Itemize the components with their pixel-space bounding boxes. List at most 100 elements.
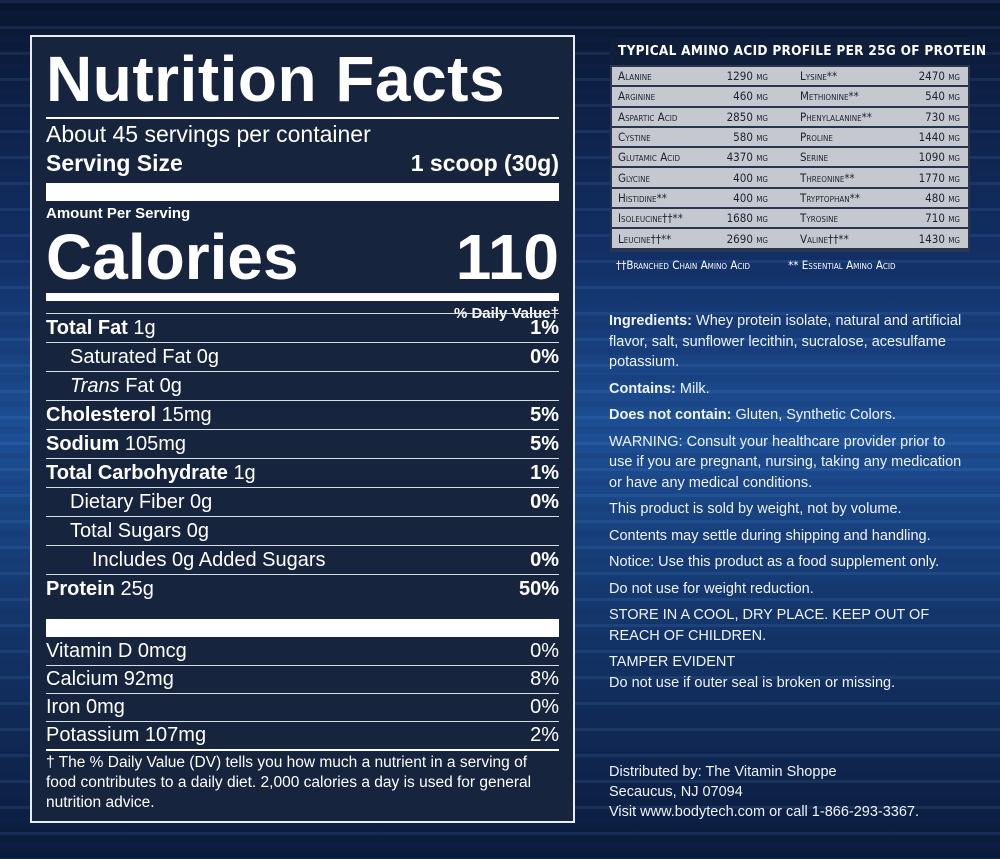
amino-row: Glutamic Acid 4370 mg Serine 1090 mg — [612, 148, 968, 167]
serving-size-label: Serving Size — [46, 150, 183, 176]
nutrient-name: Total Fat 1g — [46, 316, 156, 339]
amino-row: Histidine** 400 mg Tryptophan** 480 mg — [612, 188, 968, 208]
ingredients: Ingredients: Whey protein isolate, natur… — [609, 313, 962, 370]
amino-name: Phenylalanine** — [800, 109, 872, 124]
amino-name: Arginine — [618, 89, 656, 104]
nutrient-dv: 0% — [530, 345, 559, 368]
amino-row: Cystine 580 mg Proline 1440 mg — [612, 127, 968, 147]
amino-value: 460 mg — [733, 89, 768, 104]
nutrient-name: Includes 0g Added Sugars — [92, 548, 326, 571]
thick-divider — [46, 619, 559, 637]
amino-row: Isoleucine††** 1680 mg Tyrosine 710 mg — [612, 209, 968, 228]
nutrient-dv: 0% — [530, 490, 559, 513]
amino-value: 1440 mg — [918, 130, 960, 145]
amino-name: Histidine** — [618, 190, 667, 205]
amino-acid-profile: TYPICAL AMINO ACID PROFILE PER 25G OF PR… — [610, 37, 986, 272]
nutrient-row: Sodium 105mg 5% — [46, 429, 559, 458]
amino-name: Alanine — [618, 69, 652, 84]
nutrient-row: Trans Fat 0g — [46, 371, 559, 400]
nutrient-row: Total Fat 1g 1% — [46, 313, 559, 342]
amino-value: 400 mg — [733, 170, 768, 185]
divider — [46, 117, 559, 119]
amino-row: Aspartic Acid 2850 mg Phenylalanine** 730 m… — [612, 107, 968, 126]
nutrient-name: Dietary Fiber 0g — [70, 490, 213, 513]
amino-row: Arginine 460 mg Methionine** 540 mg — [612, 87, 968, 106]
nutrition-facts-panel: Nutrition Facts About 45 servings per co… — [30, 35, 575, 823]
nutrient-name: Sodium 105mg — [46, 432, 187, 455]
amino-row: Alanine 1290 mg Lysine** 2470 mg — [612, 67, 968, 86]
servings-per-container: About 45 servings per container — [46, 121, 371, 147]
amino-value: 710 mg — [925, 211, 960, 226]
settle-note: Contents may settle during shipping and … — [609, 527, 931, 544]
weight-reduction: Do not use for weight reduction. — [609, 580, 814, 597]
amino-name: Tryptophan** — [800, 190, 861, 205]
sold-by-weight: This product is sold by weight, not by v… — [609, 501, 902, 517]
distributor-address: Secaucus, NJ 07094 — [609, 784, 743, 800]
storage: STORE IN A COOL, DRY PLACE. KEEP OUT OF … — [609, 607, 930, 644]
amino-table: Alanine 1290 mg Lysine** 2470 mg Arginine 460… — [610, 65, 970, 252]
amino-value: 1090 mg — [918, 150, 960, 165]
nutrient-dv: 1% — [530, 461, 559, 484]
amino-value: 1680 mg — [726, 211, 768, 226]
nutrient-row: Protein 25g 50% — [46, 574, 559, 603]
amino-name: Isoleucine††** — [618, 211, 683, 226]
nutrient-dv: 5% — [530, 432, 559, 455]
vitamin-dv: 0% — [530, 639, 559, 662]
amino-value: 580 mg — [733, 130, 768, 145]
amino-value: 2690 mg — [726, 231, 768, 246]
amino-value: 730 mg — [925, 109, 960, 124]
nutrient-dv: 0% — [530, 548, 559, 571]
nutrient-name: Trans Fat 0g — [70, 374, 182, 397]
nutrient-name: Saturated Fat 0g — [70, 345, 219, 368]
amino-row: Leucine††** 2690 mg Valine††** 1430 mg — [612, 229, 968, 248]
divider — [46, 749, 559, 751]
serving-size-value: 1 scoop (30g) — [410, 150, 559, 176]
amino-name: Proline — [800, 130, 833, 145]
vitamin-dv: 0% — [530, 696, 559, 718]
thick-divider — [46, 183, 559, 201]
vitamin-row: Vitamin D 0mcg 0% — [46, 637, 559, 665]
vitamin-name: Calcium 92mg — [46, 668, 174, 690]
calories-label: Calories — [46, 221, 299, 293]
amino-name: Cystine — [618, 130, 651, 145]
amino-value: 400 mg — [733, 190, 768, 205]
contains: Contains: Milk. — [609, 380, 710, 397]
amino-row: Glycine 400 mg Threonine** 1770 mg — [612, 168, 968, 187]
amino-value: 1290 mg — [726, 69, 768, 84]
amino-name: Leucine††** — [618, 231, 672, 246]
amino-name: Glycine — [618, 170, 650, 185]
nutrition-title: Nutrition Facts — [46, 43, 506, 115]
calories: Calories 110 — [46, 221, 559, 293]
amino-name: Valine††** — [800, 231, 849, 246]
legend-essential: ** Essential Amino Acid — [788, 257, 896, 272]
does-not-contain: Does not contain: Gluten, Synthetic Colo… — [609, 407, 896, 423]
amino-value: 480 mg — [925, 190, 960, 205]
distributor: Distributed by: The Vitamin Shoppe Secau… — [609, 762, 919, 822]
amount-per-serving: Amount Per Serving — [46, 205, 191, 222]
distributor-line: Distributed by: The Vitamin Shoppe — [609, 764, 837, 780]
nutrient-name: Total Carbohydrate 1g — [46, 461, 256, 484]
nutrient-dv: 1% — [530, 316, 559, 339]
distributor-contact: Visit www.bodytech.com or call 1-866-293… — [609, 804, 920, 820]
vitamin-name: Vitamin D 0mcg — [46, 639, 187, 662]
amino-name: Threonine** — [800, 170, 855, 185]
legend-bcaa: ††Branched Chain Amino Acid — [616, 257, 751, 272]
product-info: Ingredients: Whey protein isolate, natur… — [609, 311, 969, 693]
amino-value: 4370 mg — [726, 150, 768, 165]
vitamin-name: Potassium 107mg — [46, 724, 207, 746]
amino-value: 540 mg — [925, 89, 960, 104]
nutrient-name: Cholesterol 15mg — [46, 403, 212, 426]
thick-divider — [46, 293, 559, 301]
nutrient-dv: 5% — [530, 403, 559, 426]
nutrient-row: Cholesterol 15mg 5% — [46, 400, 559, 429]
nutrient-row: Includes 0g Added Sugars 0% — [46, 545, 559, 574]
amino-name: Aspartic Acid — [618, 109, 678, 124]
notice: Notice: Use this product as a food suppl… — [609, 554, 940, 570]
amino-name: Glutamic Acid — [618, 150, 681, 165]
amino-name: Serine — [800, 150, 829, 165]
tamper: TAMPER EVIDENT Do not use if outer seal i… — [609, 654, 896, 691]
amino-value: 2850 mg — [726, 109, 768, 124]
vitamin-name: Iron 0mg — [46, 696, 125, 718]
footnote: † The % Daily Value (DV) tells you how m… — [46, 754, 532, 811]
amino-name: Lysine** — [800, 69, 838, 84]
